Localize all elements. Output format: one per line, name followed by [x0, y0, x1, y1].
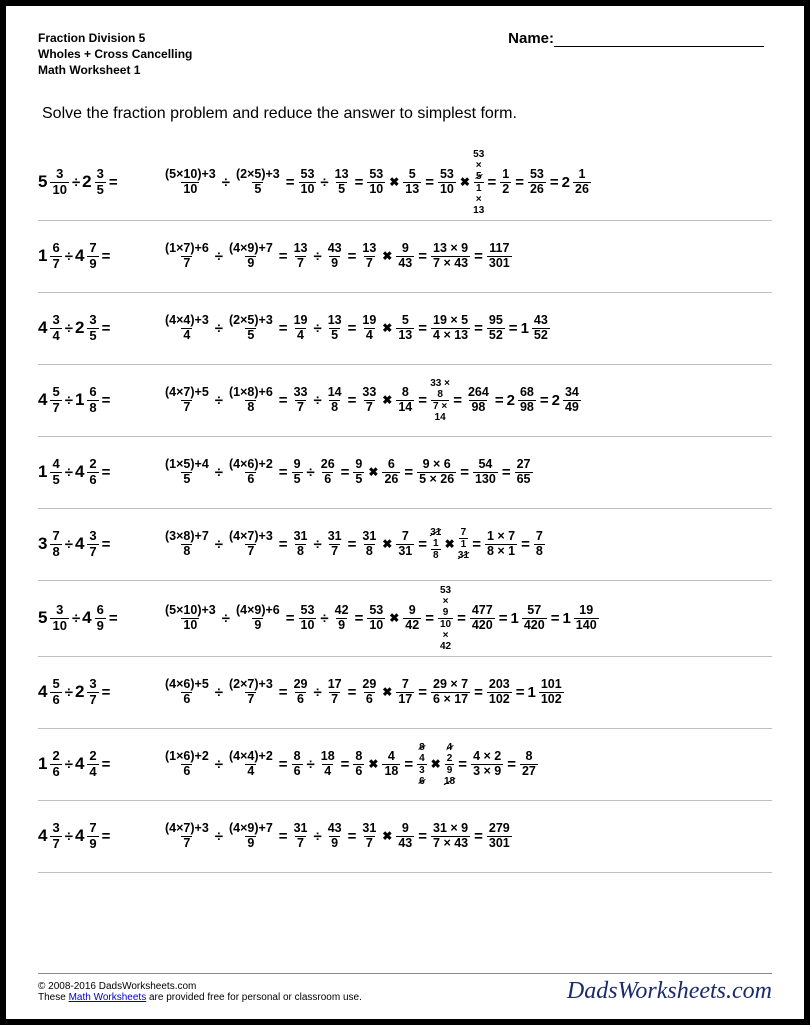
- problem-left: 434÷235=: [38, 313, 162, 343]
- title-line-3: Math Worksheet 1: [38, 62, 192, 78]
- problem-row: 457÷168= (4×7)+57÷(1×8)+68=337÷148=337✖8…: [38, 365, 772, 437]
- footer-note: These Math Worksheets are provided free …: [38, 992, 362, 1003]
- problem-row: 5310÷469= (5×10)+310÷(4×9)+69=5310÷429=5…: [38, 581, 772, 657]
- name-underline[interactable]: [554, 33, 764, 47]
- problem-left: 456÷237=: [38, 677, 162, 707]
- problem-row: 378÷437= (3×8)+78÷(4×7)+37=318÷317=318✖7…: [38, 509, 772, 581]
- name-label: Name:: [508, 30, 554, 47]
- header-left: Fraction Division 5 Wholes + Cross Cance…: [38, 30, 192, 79]
- footer-left: © 2008-2016 DadsWorksheets.com These Mat…: [38, 981, 362, 1003]
- solution: (4×6)+56÷(2×7)+37=296÷177=296✖717=29 × 7…: [162, 678, 772, 707]
- solution: (3×8)+78÷(4×7)+37=318÷317=318✖731=3118✖7…: [162, 527, 772, 561]
- problem-left: 5310÷469=: [38, 603, 162, 633]
- problem-row: 434÷235= (4×4)+34÷(2×5)+35=194÷135=194✖5…: [38, 293, 772, 365]
- header: Fraction Division 5 Wholes + Cross Cance…: [38, 30, 772, 79]
- footer: © 2008-2016 DadsWorksheets.com These Mat…: [38, 973, 772, 1005]
- brand-logo: DadsWorksheets.com: [567, 978, 772, 1005]
- problem-row: 145÷426= (1×5)+45÷(4×6)+26=95÷266=95✖626…: [38, 437, 772, 509]
- problem-left: 457÷168=: [38, 385, 162, 415]
- solution: (1×6)+26÷(4×4)+24=86÷184=86✖418=8436✖429…: [162, 742, 772, 787]
- problem-left: 378÷437=: [38, 529, 162, 559]
- problem-row: 126÷424= (1×6)+26÷(4×4)+24=86÷184=86✖418…: [38, 729, 772, 801]
- solution: (1×5)+45÷(4×6)+26=95÷266=95✖626=9 × 65 ×…: [162, 458, 772, 487]
- solution: (4×4)+34÷(2×5)+35=194÷135=194✖513=19 × 5…: [162, 314, 772, 343]
- title-line-2: Wholes + Cross Cancelling: [38, 46, 192, 62]
- problem-left: 167÷479=: [38, 241, 162, 271]
- title-line-1: Fraction Division 5: [38, 30, 192, 46]
- worksheet-page: Fraction Division 5 Wholes + Cross Cance…: [6, 6, 804, 1019]
- math-worksheets-link[interactable]: Math Worksheets: [69, 992, 147, 1003]
- problem-row: 437÷479= (4×7)+37÷(4×9)+79=317÷439=317✖9…: [38, 801, 772, 873]
- problem-row: 167÷479= (1×7)+67÷(4×9)+79=137÷439=137✖9…: [38, 221, 772, 293]
- solution: (4×7)+57÷(1×8)+68=337÷148=337✖814=33 ×87…: [162, 378, 772, 423]
- copyright: © 2008-2016 DadsWorksheets.com: [38, 981, 362, 992]
- problem-row: 5310÷235= (5×10)+310÷(2×5)+35=5310÷135=5…: [38, 145, 772, 221]
- problems-container: 5310÷235= (5×10)+310÷(2×5)+35=5310÷135=5…: [38, 145, 772, 873]
- problem-row: 456÷237= (4×6)+56÷(2×7)+37=296÷177=296✖7…: [38, 657, 772, 729]
- problem-left: 126÷424=: [38, 749, 162, 779]
- solution: (5×10)+310÷(4×9)+69=5310÷429=5310✖942=53…: [162, 585, 772, 652]
- solution: (4×7)+37÷(4×9)+79=317÷439=317✖943=31 × 9…: [162, 822, 772, 851]
- solution: (1×7)+67÷(4×9)+79=137÷439=137✖943=13 × 9…: [162, 242, 772, 271]
- instruction: Solve the fraction problem and reduce th…: [42, 105, 772, 123]
- problem-left: 437÷479=: [38, 821, 162, 851]
- solution: (5×10)+310÷(2×5)+35=5310÷135=5310✖513=53…: [162, 149, 772, 216]
- problem-left: 145÷426=: [38, 457, 162, 487]
- problem-left: 5310÷235=: [38, 167, 162, 197]
- name-field: Name:: [508, 30, 772, 79]
